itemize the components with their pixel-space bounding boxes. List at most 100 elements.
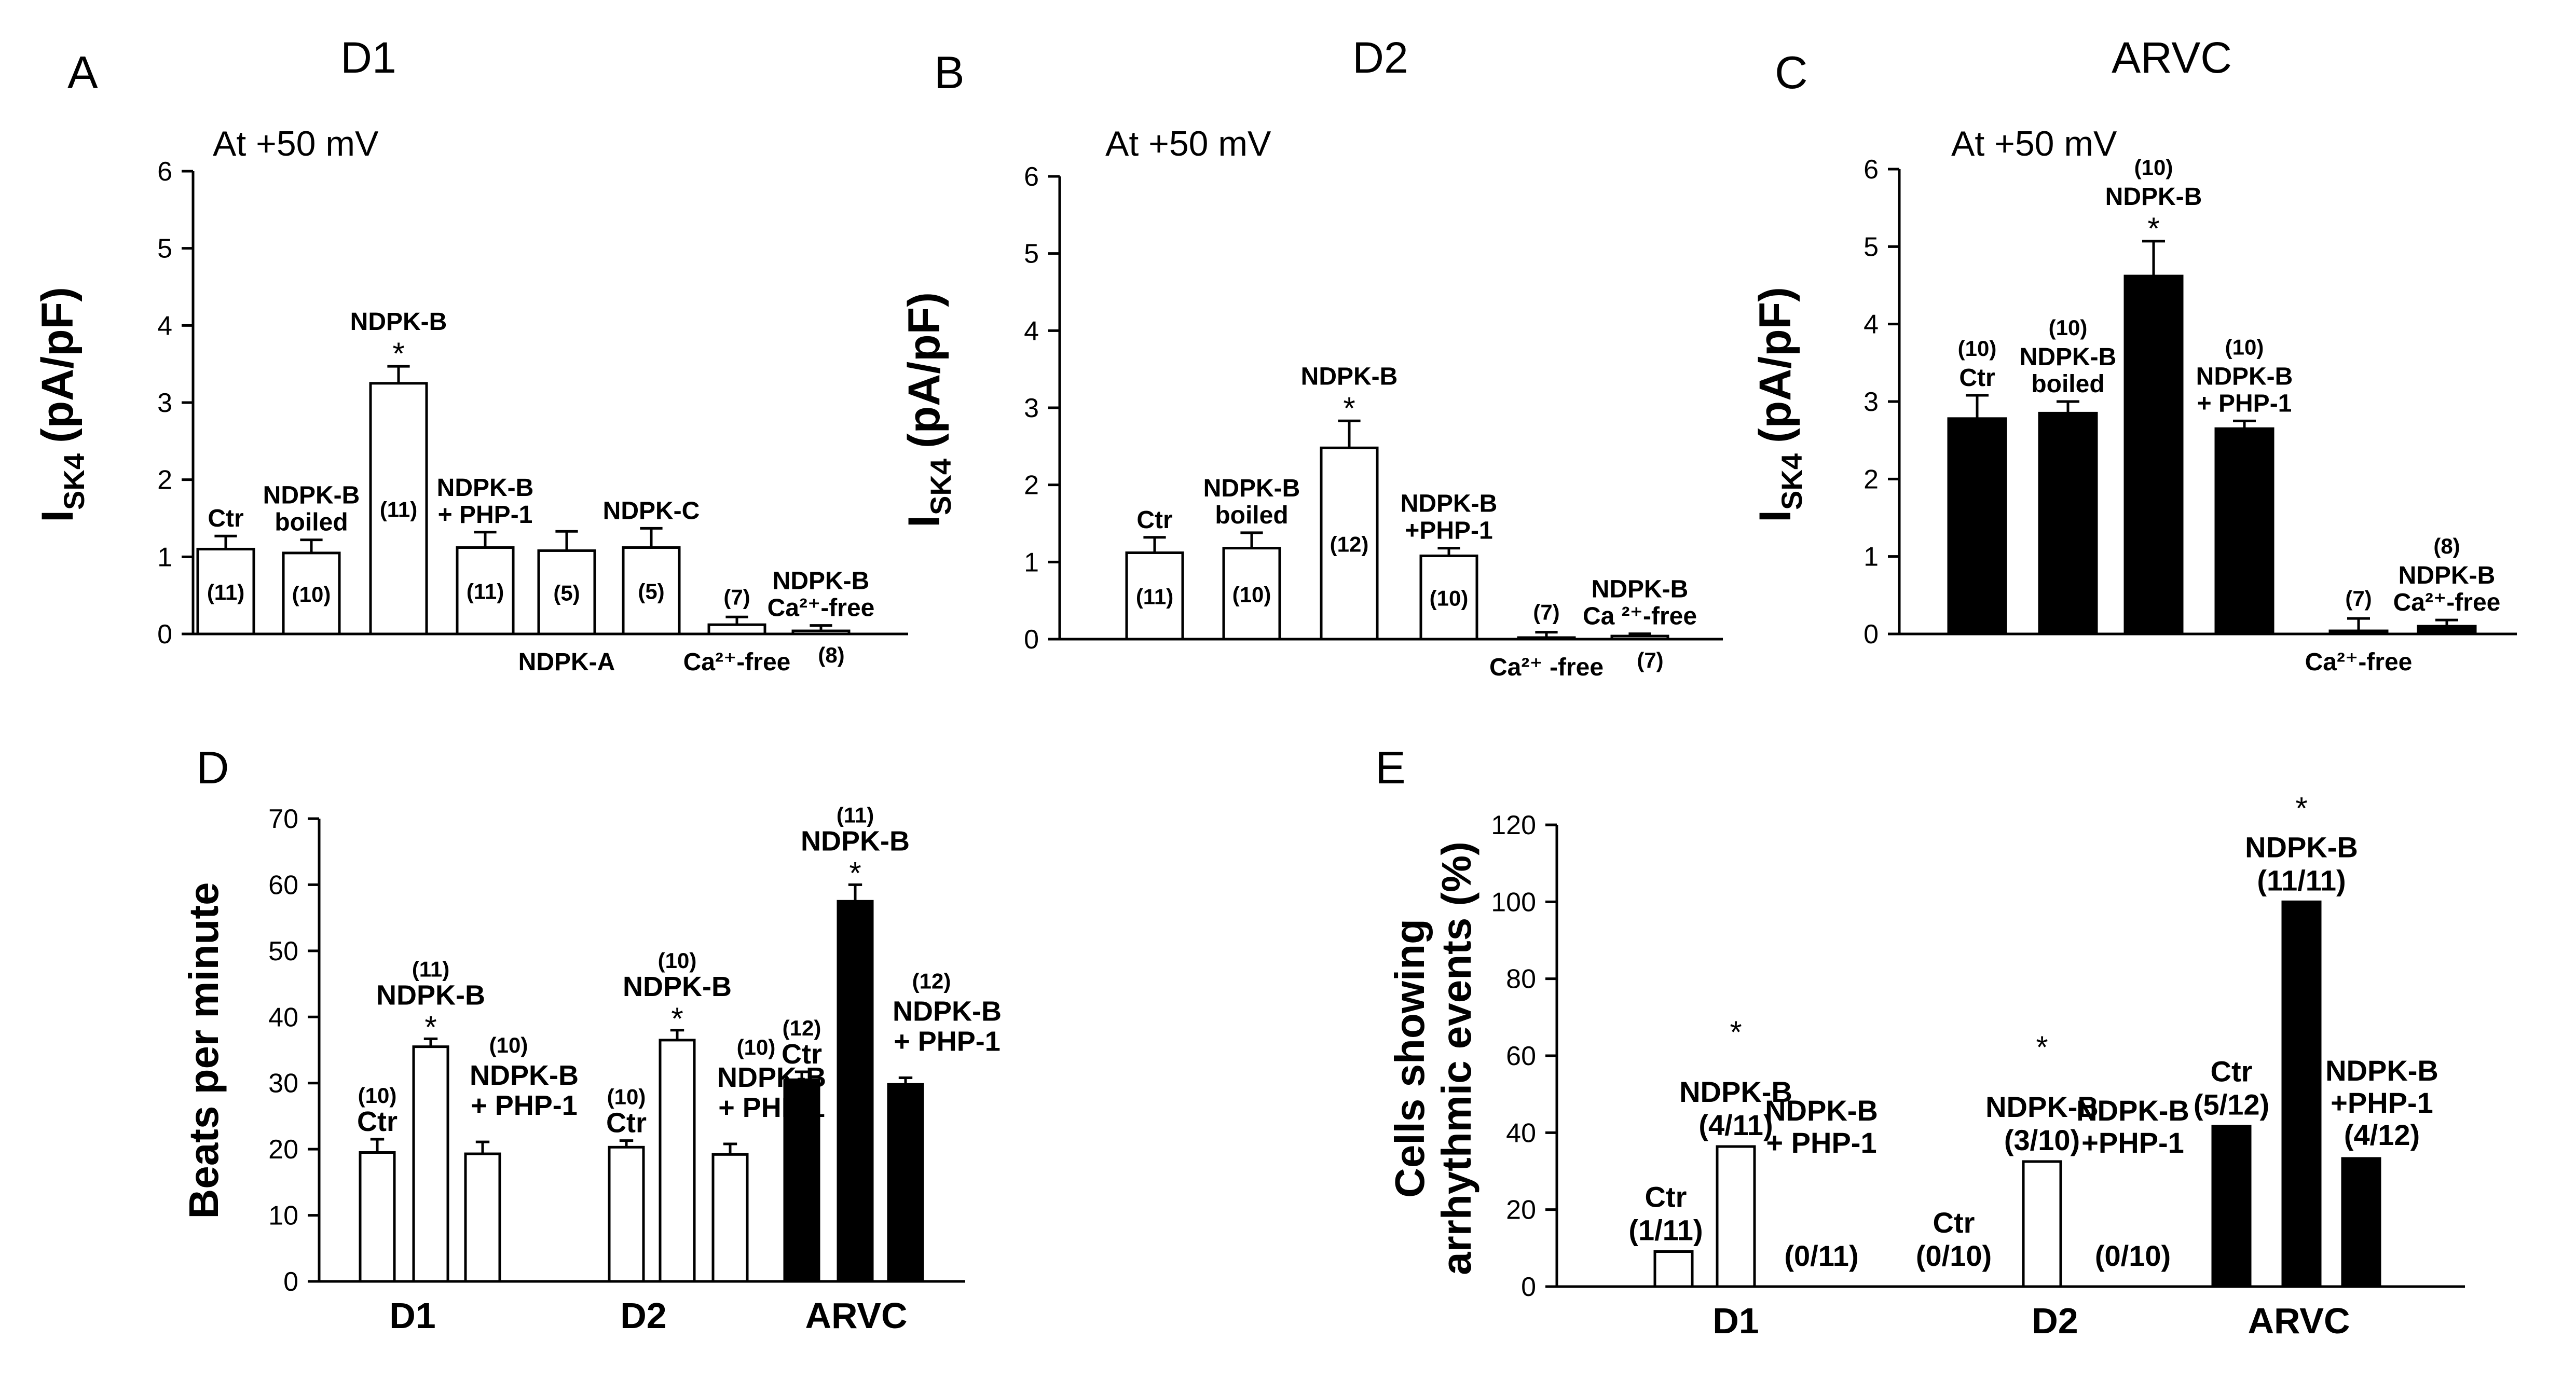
n-value: (10) [1232, 582, 1271, 606]
panel-b-bar [1419, 554, 1478, 641]
bar-label: Ctr [1959, 364, 1995, 392]
n-value: (10) [2134, 155, 2173, 179]
panel-d-bar [837, 900, 874, 1283]
n-value: (10) [658, 948, 697, 973]
bar-label: + PHP-1 [1766, 1126, 1876, 1159]
bar-label: +PHP-1 [1405, 517, 1492, 545]
n-value: (10) [737, 1035, 776, 1059]
y-tick-label: 70 [268, 804, 298, 834]
significance-star: * [1730, 1015, 1742, 1049]
panel-c-letter: C [1775, 47, 1808, 98]
bar-label: Ca²⁺-free [683, 648, 791, 676]
significance-star: * [1343, 391, 1355, 425]
y-tick-label: 100 [1491, 887, 1536, 917]
n-value: (10) [607, 1085, 646, 1109]
panel-c-bar [2417, 625, 2477, 636]
y-tick-label: 2 [1864, 464, 1879, 494]
y-tick-label: 5 [1024, 239, 1039, 269]
bar-label: NDPK-B [1203, 475, 1300, 502]
bar-label: (3/10) [2004, 1124, 2080, 1156]
panel-a-bar [369, 382, 428, 636]
significance-star: * [2036, 1030, 2048, 1065]
n-value: (11) [412, 957, 449, 981]
y-axis-label-unit: (pA/pF) [1750, 287, 1800, 443]
bar-label: Ctr [782, 1039, 822, 1070]
bar-label: NDPK-B [801, 825, 910, 857]
y-tick-label: 0 [1864, 619, 1879, 650]
y-tick-label: 1 [157, 542, 172, 572]
condition-label: At +50 mV [1105, 124, 1271, 163]
panel-a-letter: A [67, 47, 98, 98]
n-value: (7) [1533, 600, 1559, 625]
x-category-label: ARVC [2248, 1301, 2350, 1341]
bar-label: NDPK-C [603, 497, 700, 524]
n-value: (8) [2433, 534, 2460, 558]
bar-label: + PHP-1 [2197, 390, 2292, 417]
y-tick-label: 80 [1506, 964, 1536, 995]
n-value: (11) [1136, 585, 1173, 609]
panel-e-bar [2022, 1160, 2062, 1288]
y-tick-label: 20 [1506, 1195, 1536, 1225]
bar-label: Ctr [2211, 1055, 2253, 1088]
y-axis-label-line: arrhythmic events (%) [1433, 841, 1479, 1275]
panel-e-bar [2341, 1157, 2381, 1288]
significance-star: * [2295, 791, 2307, 825]
y-tick-label: 40 [1506, 1118, 1536, 1148]
panel-b-letter: B [934, 47, 965, 98]
bar-label: Ctr [606, 1108, 647, 1139]
y-tick-label: 2 [157, 465, 172, 495]
bar-label: NDPK-B [2325, 1054, 2438, 1087]
y-tick-label: 40 [268, 1002, 298, 1032]
y-tick-label: 60 [1506, 1041, 1536, 1071]
y-axis-label-sub: SK4 [1775, 453, 1808, 510]
y-axis-label: ISK4 (pA/pF) [899, 292, 957, 528]
significance-star: * [2147, 211, 2159, 246]
bar-label: (5/12) [2194, 1088, 2269, 1121]
y-axis-label-unit: (pA/pF) [899, 292, 949, 448]
bar-label: (0/11) [1784, 1239, 1858, 1272]
bar-label: Ca²⁺ -free [1489, 654, 1604, 681]
significance-star: * [849, 855, 861, 890]
panel-b-bar [1610, 634, 1669, 641]
panel-title: D2 [1352, 33, 1408, 82]
y-tick-label: 3 [157, 388, 172, 418]
panel-d-bar [359, 1151, 396, 1283]
panel-e-bar [1653, 1250, 1694, 1288]
y-tick-label: 0 [1521, 1272, 1536, 1302]
bar-label: + PHP-1 [471, 1090, 578, 1121]
bar-label: Ctr [1933, 1206, 1975, 1239]
bar-label: (4/12) [2344, 1118, 2420, 1151]
bar-label: +PHP-1 [2331, 1086, 2433, 1119]
y-axis-label: ISK4 (pA/pF) [33, 287, 90, 522]
n-value: (5) [638, 579, 664, 604]
bar-label: NDPK-B [2076, 1094, 2189, 1127]
bar-label: Ca²⁺-free [768, 595, 875, 622]
panel-d-bar [659, 1039, 696, 1283]
y-tick-label: 60 [268, 870, 298, 900]
condition-label: At +50 mV [1951, 124, 2117, 163]
n-value: (12) [783, 1016, 821, 1040]
panel-c-bar [2328, 629, 2389, 636]
n-value: (8) [818, 643, 844, 667]
panel-e-bar [1716, 1145, 1756, 1288]
y-tick-label: 50 [268, 936, 298, 966]
panel-a-bar [707, 623, 766, 636]
n-value: (10) [1430, 586, 1469, 611]
y-tick-label: 2 [1024, 471, 1039, 501]
bar-label: (0/10) [2095, 1239, 2171, 1272]
bar-label: NDPK-B [263, 482, 360, 509]
panel-e-letter: E [1375, 742, 1406, 793]
y-tick-label: 0 [157, 619, 172, 650]
n-value: (7) [1637, 648, 1663, 672]
y-tick-label: 6 [1024, 162, 1039, 192]
y-tick-label: 6 [1864, 155, 1879, 185]
n-value: (10) [489, 1033, 528, 1057]
panel-d-letter: D [196, 742, 229, 793]
y-axis-label: Cells showingarrhythmic events (%) [1387, 841, 1479, 1275]
panel-b-bar [1320, 446, 1379, 641]
y-tick-label: 10 [268, 1201, 298, 1231]
bar-label: NDPK-B [470, 1060, 579, 1091]
x-category-label: D2 [620, 1295, 666, 1336]
